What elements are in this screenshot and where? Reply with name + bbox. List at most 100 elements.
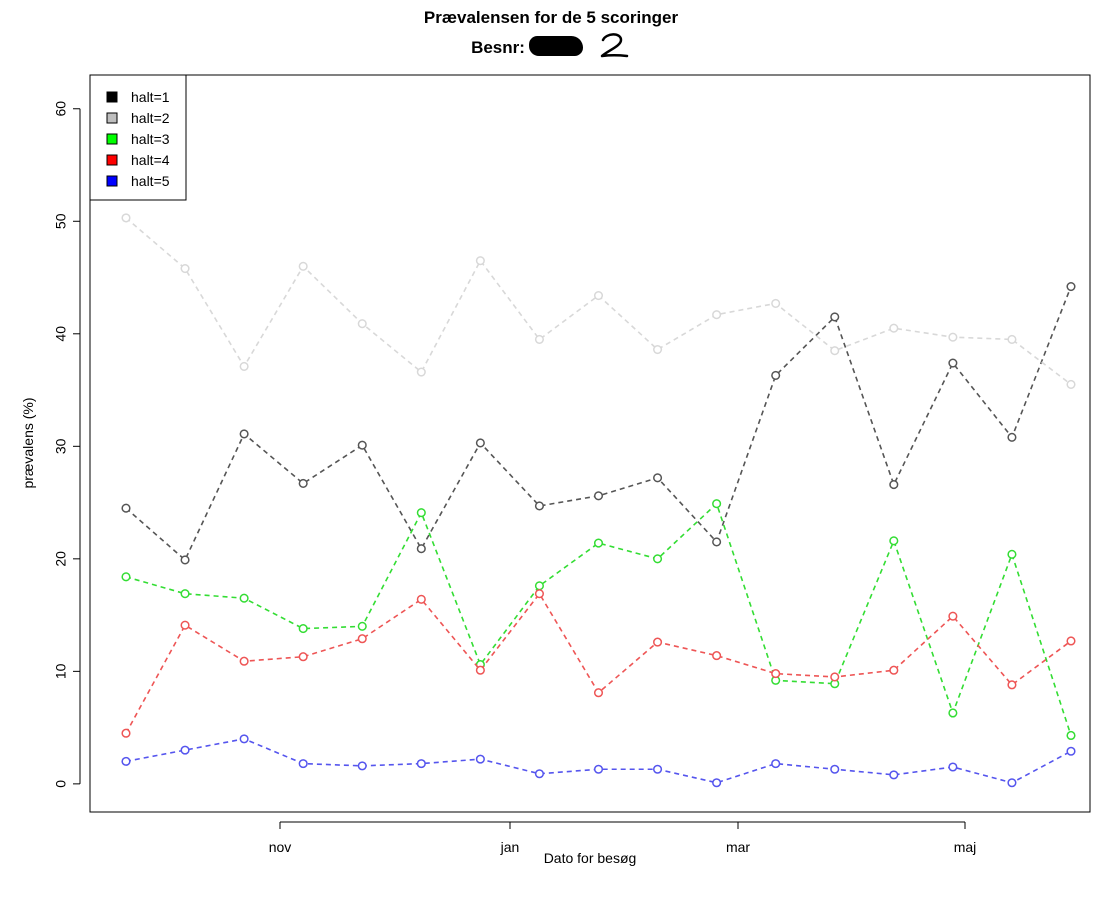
legend-box <box>89 74 187 201</box>
subtitle-label: Besnr: <box>471 38 525 57</box>
data-point <box>357 319 367 329</box>
legend-label: halt=1 <box>131 89 170 105</box>
chart-title: Prævalensen for de 5 scoringer <box>423 8 679 27</box>
data-point <box>475 256 485 266</box>
data-point <box>121 572 131 582</box>
y-tick-label: 40 <box>53 326 69 342</box>
legend-label: halt=3 <box>131 131 170 147</box>
series-1 <box>121 281 1076 565</box>
data-point <box>771 669 781 679</box>
data-point <box>653 344 663 355</box>
chart-subtitle: Besnr: <box>0 31 1102 61</box>
data-point <box>948 611 958 621</box>
data-point <box>121 213 131 223</box>
data-point <box>948 358 958 368</box>
x-tick-label: maj <box>954 839 977 855</box>
data-point <box>830 764 840 774</box>
data-point <box>239 593 249 603</box>
legend-label: halt=4 <box>131 152 170 168</box>
data-point <box>889 480 899 490</box>
data-point <box>180 589 190 599</box>
data-point <box>948 708 958 718</box>
data-point <box>593 538 604 548</box>
axes: 0 10 20 30 40 50 60 nov jan mar maj <box>53 101 977 855</box>
data-point <box>239 361 249 371</box>
legend-swatch <box>106 112 118 124</box>
plot-frame <box>89 74 1091 813</box>
data-point <box>298 652 308 662</box>
data-point <box>298 759 308 769</box>
y-tick-label: 30 <box>53 438 69 454</box>
data-point <box>830 312 840 322</box>
data-point <box>121 728 131 738</box>
data-point <box>593 491 604 501</box>
data-point <box>1066 281 1076 292</box>
y-tick-label: 50 <box>53 213 69 229</box>
data-point <box>416 544 426 554</box>
series-4 <box>121 589 1076 738</box>
data-point <box>653 554 663 564</box>
data-point <box>712 499 722 509</box>
data-point <box>889 536 899 546</box>
data-point <box>357 634 367 644</box>
data-point <box>121 503 131 513</box>
data-point <box>298 261 308 271</box>
data-point <box>593 764 604 774</box>
series-5 <box>121 734 1076 788</box>
data-point <box>889 770 899 780</box>
data-point <box>712 537 722 547</box>
data-point <box>357 440 367 450</box>
data-point <box>712 310 722 320</box>
x-tick-label: mar <box>726 839 750 855</box>
data-point <box>1007 334 1017 344</box>
data-point <box>771 759 781 769</box>
data-point <box>830 672 840 682</box>
data-point <box>534 581 544 591</box>
data-point <box>239 429 249 439</box>
data-point <box>475 754 485 764</box>
series-line <box>125 217 1072 386</box>
data-point <box>1066 730 1076 741</box>
data-point <box>771 298 781 308</box>
legend-swatch <box>106 154 118 166</box>
y-tick-label: 0 <box>53 780 69 788</box>
data-point <box>1007 778 1017 788</box>
data-point <box>1066 379 1076 389</box>
data-point <box>357 761 367 771</box>
data-point <box>416 508 426 518</box>
data-point <box>593 688 604 698</box>
data-point <box>475 665 485 675</box>
data-point <box>1066 746 1076 756</box>
series-line <box>125 592 1072 734</box>
y-tick-label: 60 <box>53 101 69 117</box>
series-layer <box>121 213 1076 788</box>
data-point <box>653 637 663 647</box>
x-tick-label: jan <box>500 839 520 855</box>
legend-swatch <box>106 91 118 103</box>
data-point <box>889 665 899 675</box>
series-2 <box>121 213 1076 389</box>
series-line <box>125 502 1072 736</box>
data-point <box>948 762 958 772</box>
data-point <box>180 620 190 630</box>
series-3 <box>121 499 1076 741</box>
data-point <box>416 759 426 769</box>
data-point <box>593 290 604 301</box>
data-point <box>534 501 544 511</box>
data-point <box>1066 636 1076 646</box>
data-point <box>889 323 899 333</box>
legend-swatch <box>106 175 118 187</box>
data-point <box>712 651 722 661</box>
data-point <box>948 332 958 342</box>
data-point <box>653 764 663 774</box>
legend: halt=1 halt=2 halt=3 halt=4 halt=5 <box>89 74 187 201</box>
data-point <box>298 478 308 488</box>
x-axis-label: Dato for besøg <box>543 850 637 866</box>
data-point <box>180 745 190 755</box>
data-point <box>653 473 663 483</box>
data-point <box>239 734 249 744</box>
data-point <box>534 589 544 599</box>
y-axis-label: prævalens (%) <box>20 397 36 489</box>
handwritten-number <box>600 33 629 58</box>
redaction-mark <box>528 36 583 56</box>
